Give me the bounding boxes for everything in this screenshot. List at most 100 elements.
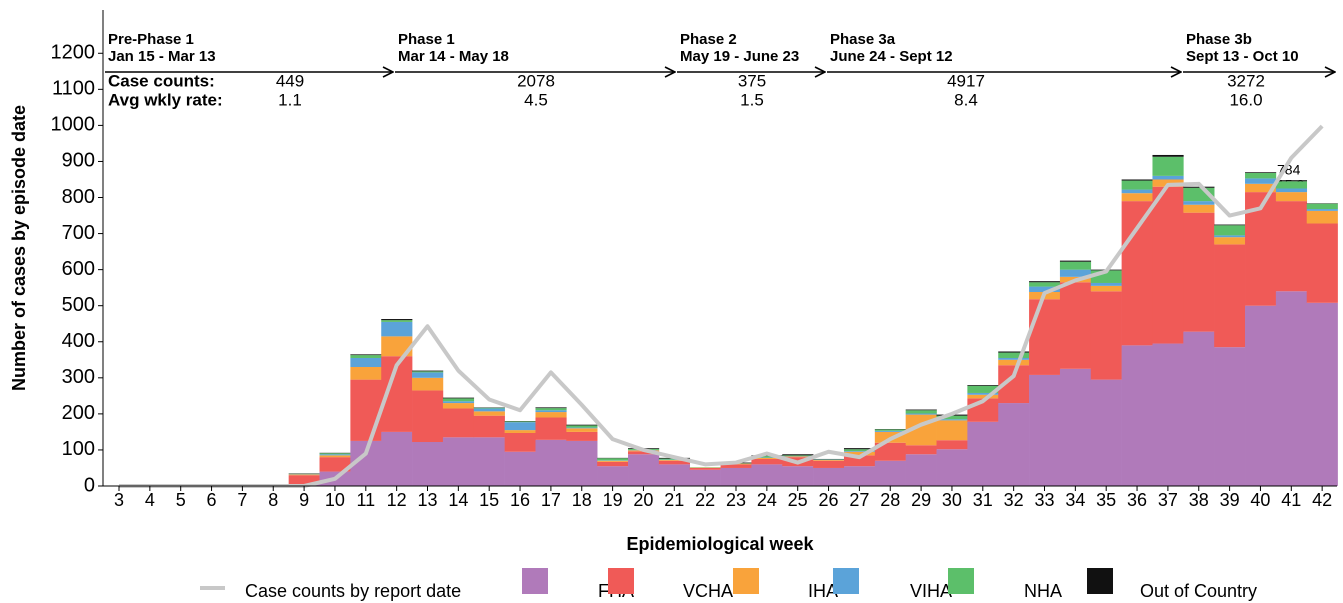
bar-segment <box>1214 347 1246 486</box>
bar-segment <box>1121 179 1153 181</box>
bar-segment <box>1152 186 1184 344</box>
x-tick-label: 35 <box>1096 490 1116 510</box>
bar-segment <box>1214 235 1246 238</box>
bar-segment <box>751 464 783 486</box>
bar-segment <box>874 460 906 486</box>
bar-segment <box>843 455 876 467</box>
x-tick-label: 3 <box>114 490 124 510</box>
bar-segment <box>813 460 845 461</box>
x-tick-label: 42 <box>1312 490 1332 510</box>
bar-segment <box>628 454 660 486</box>
bar-segment <box>504 421 536 423</box>
bar-segment <box>1183 201 1215 205</box>
bar-segment <box>843 466 876 486</box>
bar-segment <box>689 469 721 486</box>
bar-segment <box>412 442 444 486</box>
bar-segment <box>1183 186 1215 188</box>
y-tick-label: 600 <box>62 258 95 280</box>
x-tick-label: 21 <box>664 490 684 510</box>
bar-segment <box>1121 189 1153 194</box>
bar-segment <box>874 430 906 432</box>
legend-swatch <box>608 568 634 594</box>
bar-segment <box>442 408 475 438</box>
bar-segment <box>782 466 814 486</box>
bar-segment <box>319 457 351 472</box>
x-tick-label: 11 <box>356 490 375 510</box>
bar-segment <box>751 457 783 459</box>
bar-segment <box>350 355 382 358</box>
phase-dates: Mar 14 - May 18 <box>398 48 509 65</box>
bar-segment <box>998 403 1030 486</box>
bar-segment <box>967 385 999 386</box>
bar-segment <box>1183 331 1215 486</box>
bar-segment <box>381 319 413 321</box>
bar-segment <box>1306 302 1338 486</box>
bar-segment <box>381 320 413 322</box>
phase-case-count: 4917 <box>947 71 985 90</box>
x-tick-label: 29 <box>911 490 931 510</box>
phase-name: Phase 3a <box>830 31 896 48</box>
bar-segment <box>1090 285 1122 292</box>
phase-case-count: 2078 <box>517 71 555 90</box>
bar-segment <box>998 357 1030 360</box>
bar-segment <box>1152 154 1184 157</box>
bar-segment <box>843 449 876 452</box>
bar-segment <box>1183 212 1215 332</box>
bar-segment <box>1029 281 1061 283</box>
x-tick-label: 10 <box>325 490 345 510</box>
legend-label: NHA <box>1024 581 1062 601</box>
y-tick-label: 500 <box>62 294 95 316</box>
bar-segment <box>1306 203 1338 210</box>
bar-segment <box>1275 181 1308 189</box>
bar-segment <box>720 464 752 468</box>
legend-swatch <box>1087 568 1113 594</box>
bar-segment <box>658 464 691 486</box>
phase-case-count: 3272 <box>1227 71 1265 90</box>
bar-segment <box>1029 299 1061 375</box>
x-tick-label: 17 <box>541 490 561 510</box>
bar-segment <box>504 422 536 431</box>
x-tick-label: 13 <box>417 490 437 510</box>
x-axis-title: Epidemiological week <box>626 534 814 554</box>
x-tick-label: 30 <box>942 490 962 510</box>
bar-segment <box>1245 172 1277 179</box>
x-tick-label: 18 <box>572 490 592 510</box>
bar-segment <box>412 372 444 378</box>
x-tick-label: 6 <box>207 490 217 510</box>
bar-segment <box>473 411 505 416</box>
y-tick-label: 700 <box>62 222 95 244</box>
bar-segment <box>566 427 598 429</box>
bar-segment <box>1059 261 1092 270</box>
bar-segment <box>350 379 382 441</box>
bar-segment <box>442 398 475 402</box>
bar-segment <box>288 475 320 485</box>
x-tick-label: 33 <box>1034 490 1054 510</box>
x-tick-label: 5 <box>176 490 186 510</box>
bar-segment <box>566 425 598 428</box>
bar-segment <box>350 357 382 367</box>
x-tick-label: 39 <box>1220 490 1240 510</box>
bar-segment <box>535 410 567 413</box>
bar-segment <box>535 408 567 411</box>
x-tick-label: 34 <box>1065 490 1085 510</box>
bar-segment <box>381 321 413 337</box>
phase-name: Pre-Phase 1 <box>108 31 194 48</box>
bar-segment <box>813 460 845 468</box>
bar-segment <box>1245 178 1277 184</box>
bar-segment <box>412 390 444 443</box>
bar-segment <box>998 359 1030 366</box>
bar-segment <box>905 409 937 411</box>
bar-segment <box>1214 225 1246 236</box>
phase-row-label: Case counts: <box>108 71 215 90</box>
x-tick-label: 16 <box>510 490 530 510</box>
legend-swatch <box>948 568 974 594</box>
bar-segment <box>1306 209 1338 211</box>
x-tick-label: 20 <box>633 490 653 510</box>
legend-swatch <box>522 568 548 594</box>
bar-segment <box>1152 343 1184 486</box>
bar-segment <box>319 453 351 455</box>
x-tick-label: 23 <box>726 490 746 510</box>
phase-case-count: 375 <box>738 71 766 90</box>
bar-segment <box>412 370 444 372</box>
